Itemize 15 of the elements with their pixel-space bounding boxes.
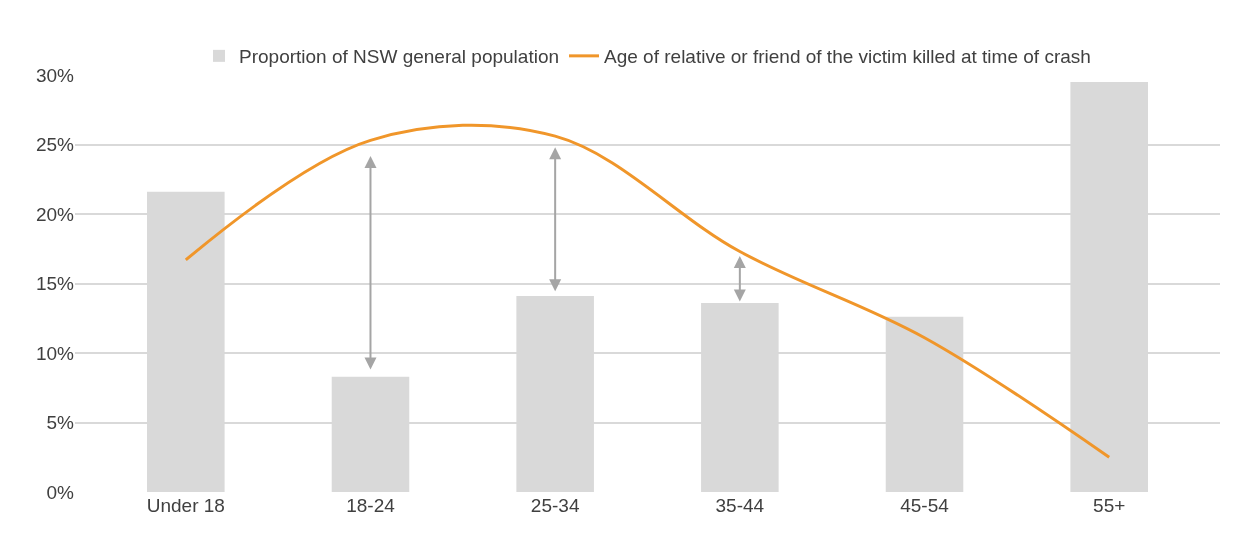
y-tick-label: 20%	[35, 203, 75, 225]
x-tick-label: Under 18	[146, 495, 225, 516]
y-tick-label: 0%	[46, 481, 75, 503]
x-tick-label: 25-34	[530, 495, 580, 516]
legend-label: Age of relative or friend of the victim killed at time of crash	[604, 46, 1091, 68]
y-tick-label: 25%	[35, 134, 75, 156]
x-tick-label: 45-54	[900, 495, 950, 516]
y-tick-label: 5%	[46, 412, 75, 434]
legend-label: Proportion of NSW general population	[239, 46, 560, 68]
y-tick-label: 15%	[35, 273, 75, 295]
x-tick-label: 35-44	[715, 495, 765, 516]
x-tick-label: 55+	[1093, 495, 1126, 516]
y-tick-label: 30%	[35, 64, 75, 86]
x-tick-label: 18-24	[346, 495, 396, 516]
y-tick-label: 10%	[35, 342, 75, 364]
